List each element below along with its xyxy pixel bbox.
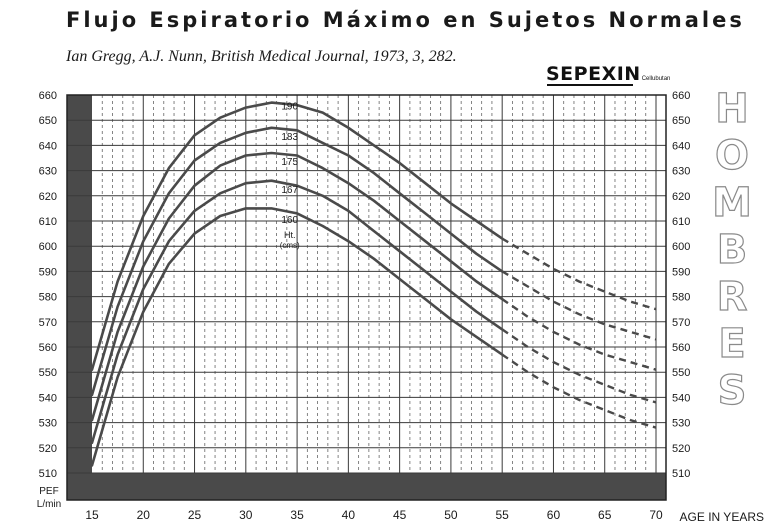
y-tick-label-left: 510 [39,468,57,480]
y-tick-label-right: 630 [672,166,690,178]
x-tick-label: 55 [496,508,510,522]
series-label: 190 [281,102,298,113]
chart-grid [66,94,667,501]
y-tick-label-right: 660 [672,90,690,102]
y-axis-label: L/min [37,499,61,510]
side-letter: O [714,132,749,179]
y-tick-label-right: 620 [672,191,690,203]
y-tick-label-left: 570 [39,317,57,329]
y-tick-label-left: 580 [39,292,57,304]
y-tick-label-left: 560 [39,342,57,354]
x-tick-label: 70 [649,508,663,522]
series-line-dashed-183 [501,270,657,341]
side-letter: R [716,273,748,320]
side-letter: E [718,320,747,367]
y-tick-label-left: 600 [39,241,57,253]
x-tick-label: 15 [85,508,99,522]
chart-curves [90,101,657,467]
y-axis-label: PEF [39,486,58,497]
y-tick-label-left: 650 [39,115,57,127]
y-tick-label-right: 560 [672,342,690,354]
y-tick-label-left: 550 [39,367,57,379]
y-tick-label-right: 640 [672,140,690,152]
series-line-190 [90,101,504,372]
x-tick-label: 25 [188,508,202,522]
y-tick-label-right: 650 [672,115,690,127]
height-label: (cms) [280,241,300,250]
y-tick-label-right: 600 [672,241,690,253]
chart-labels: 190 183 175 167 160 Ht.(cms) 510 510 520 520 530 53… [37,90,764,524]
logo-subtitle: Cellubutan [641,76,671,82]
series-label: 160 [281,215,298,226]
left-band [67,95,92,473]
series-line-dashed-167 [501,328,657,404]
y-tick-label-left: 660 [39,90,57,102]
x-tick-label: 35 [290,508,304,522]
y-tick-label-right: 550 [672,367,690,379]
series-label: 175 [281,157,298,168]
x-tick-label: 40 [342,508,356,522]
series-line-dashed-160 [501,353,657,429]
y-tick-label-left: 630 [39,166,57,178]
x-axis-label: AGE IN YEARS [680,510,764,524]
y-tick-label-right: 510 [672,468,690,480]
x-tick-label: 45 [393,508,407,522]
series-label: 183 [281,132,298,143]
height-label: Ht. [284,230,296,240]
y-tick-label-right: 540 [672,392,690,404]
y-tick-label-right: 570 [672,317,690,329]
series-line-160 [90,207,504,467]
series-line-175 [90,151,504,422]
y-tick-label-right: 530 [672,418,690,430]
side-letter: B [716,226,748,273]
y-tick-label-right: 590 [672,266,690,278]
side-letter: S [717,367,747,414]
y-tick-label-left: 530 [39,418,57,430]
series-label: 167 [281,185,298,196]
series-line-dashed-175 [501,298,657,371]
y-tick-label-left: 610 [39,216,57,228]
y-tick-label-left: 540 [39,392,57,404]
y-tick-label-right: 520 [672,443,690,455]
logo-underline [547,84,633,86]
y-tick-label-left: 590 [39,266,57,278]
chart-bands [67,95,666,500]
y-tick-label-left: 520 [39,443,57,455]
bottom-band [67,473,666,500]
citation-subtitle: Ian Gregg, A.J. Nunn, British Medical Jo… [66,48,457,65]
x-tick-label: 20 [137,508,151,522]
series-line-dashed-190 [501,237,657,311]
series-line-167 [90,179,504,445]
y-tick-label-right: 610 [672,216,690,228]
series-line-183 [90,126,504,397]
y-tick-label-right: 580 [672,292,690,304]
x-tick-label: 50 [444,508,458,522]
x-tick-label: 60 [547,508,561,522]
brand-logo: SEPEXINCellubutan [546,63,670,89]
logo-name: SEPEXIN [546,63,641,85]
page-title: Flujo Espiratorio Máximo en Sujetos Norm… [66,8,745,32]
chart-frame [66,94,667,501]
side-letter: H [715,85,750,132]
y-tick-label-left: 620 [39,191,57,203]
x-tick-label: 30 [239,508,253,522]
y-tick-label-left: 640 [39,140,57,152]
side-letter: M [711,179,752,226]
x-tick-label: 65 [598,508,612,522]
